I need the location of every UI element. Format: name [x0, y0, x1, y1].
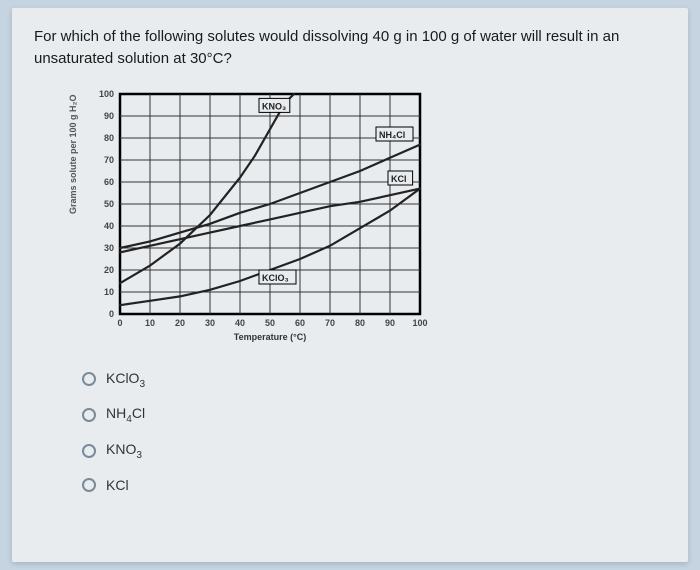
solubility-chart: Grams solute per 100 g H₂O 0102030405060…: [74, 84, 666, 344]
svg-text:90: 90: [385, 318, 395, 328]
radio-icon: [82, 372, 96, 386]
svg-text:30: 30: [205, 318, 215, 328]
chart-svg: 0 10 20 30 40 50 60 70 80 90 100 0 10 20 30 40 50 60 70 80 9…: [74, 84, 474, 344]
radio-icon: [82, 478, 96, 492]
option-label: KClO3: [106, 370, 145, 390]
svg-text:0: 0: [117, 318, 122, 328]
page: For which of the following solutes would…: [12, 8, 688, 562]
option-opt-kno3[interactable]: KNO3: [82, 433, 666, 469]
option-label: KCl: [106, 477, 129, 493]
svg-text:Temperature (°C): Temperature (°C): [234, 332, 306, 342]
radio-icon: [82, 444, 96, 458]
svg-text:40: 40: [235, 318, 245, 328]
svg-text:60: 60: [104, 177, 114, 187]
svg-text:0: 0: [109, 309, 114, 319]
option-opt-kclo3[interactable]: KClO3: [82, 362, 666, 398]
svg-text:70: 70: [325, 318, 335, 328]
question-line2: unsaturated solution at 30°C?: [34, 50, 232, 67]
radio-icon: [82, 408, 96, 422]
svg-text:KNO₃: KNO₃: [262, 101, 286, 111]
svg-text:50: 50: [104, 199, 114, 209]
svg-text:10: 10: [104, 287, 114, 297]
svg-text:KClO₃: KClO₃: [262, 273, 289, 283]
svg-text:90: 90: [104, 111, 114, 121]
svg-text:30: 30: [104, 243, 114, 253]
question-text: For which of the following solutes would…: [34, 26, 666, 70]
svg-text:100: 100: [99, 89, 114, 99]
option-opt-kcl[interactable]: KCl: [82, 469, 666, 501]
option-label: KNO3: [106, 441, 142, 461]
svg-text:70: 70: [104, 155, 114, 165]
svg-text:50: 50: [265, 318, 275, 328]
option-opt-nh4cl[interactable]: NH4Cl: [82, 397, 666, 433]
svg-text:20: 20: [175, 318, 185, 328]
svg-text:20: 20: [104, 265, 114, 275]
svg-text:80: 80: [104, 133, 114, 143]
question-line1: For which of the following solutes would…: [34, 28, 619, 45]
svg-text:100: 100: [412, 318, 427, 328]
svg-text:40: 40: [104, 221, 114, 231]
svg-text:NH₄Cl: NH₄Cl: [379, 130, 405, 140]
y-axis-label: Grams solute per 100 g H₂O: [68, 94, 78, 214]
svg-text:KCl: KCl: [391, 174, 407, 184]
svg-text:60: 60: [295, 318, 305, 328]
option-label: NH4Cl: [106, 405, 145, 425]
answer-options: KClO3 NH4Cl KNO3 KCl: [82, 362, 666, 501]
svg-text:80: 80: [355, 318, 365, 328]
svg-text:10: 10: [145, 318, 155, 328]
